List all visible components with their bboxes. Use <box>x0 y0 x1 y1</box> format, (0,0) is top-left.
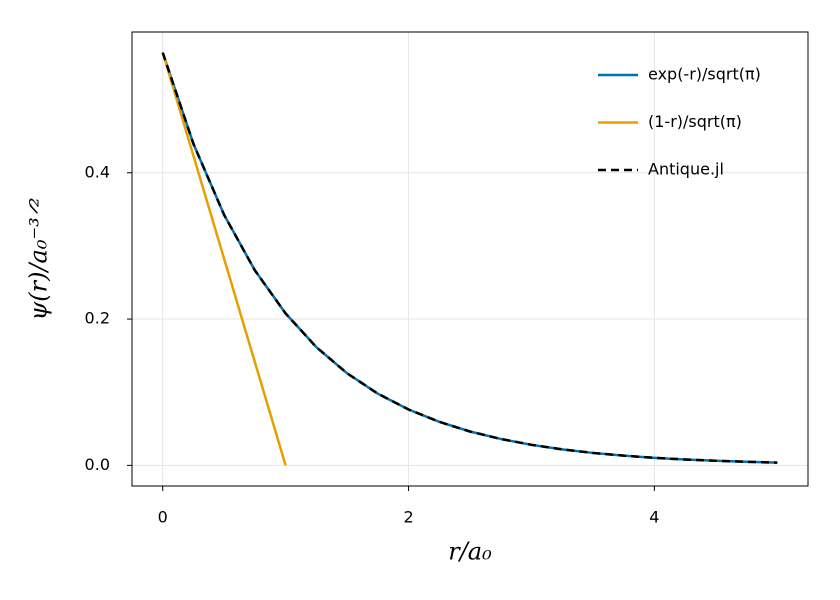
y-tick-label: 0.2 <box>85 309 110 328</box>
legend-label: Antique.jl <box>648 160 724 179</box>
y-tick-label: 0.0 <box>85 455 110 474</box>
y-axis-label: ψ(r)/a₀⁻³ᐟ² <box>25 197 53 320</box>
legend-label: exp(-r)/sqrt(π) <box>648 65 761 84</box>
line-series <box>161 52 287 466</box>
x-tick-label: 2 <box>403 508 413 527</box>
line-series <box>161 52 778 464</box>
y-tick-label: 0.4 <box>85 162 110 181</box>
plot-frame <box>131 31 809 487</box>
x-tick-label: 4 <box>649 508 659 527</box>
x-axis-label: r/a₀ <box>448 538 492 566</box>
legend-label: (1-r)/sqrt(π) <box>648 112 742 131</box>
x-tick-label: 0 <box>158 508 168 527</box>
